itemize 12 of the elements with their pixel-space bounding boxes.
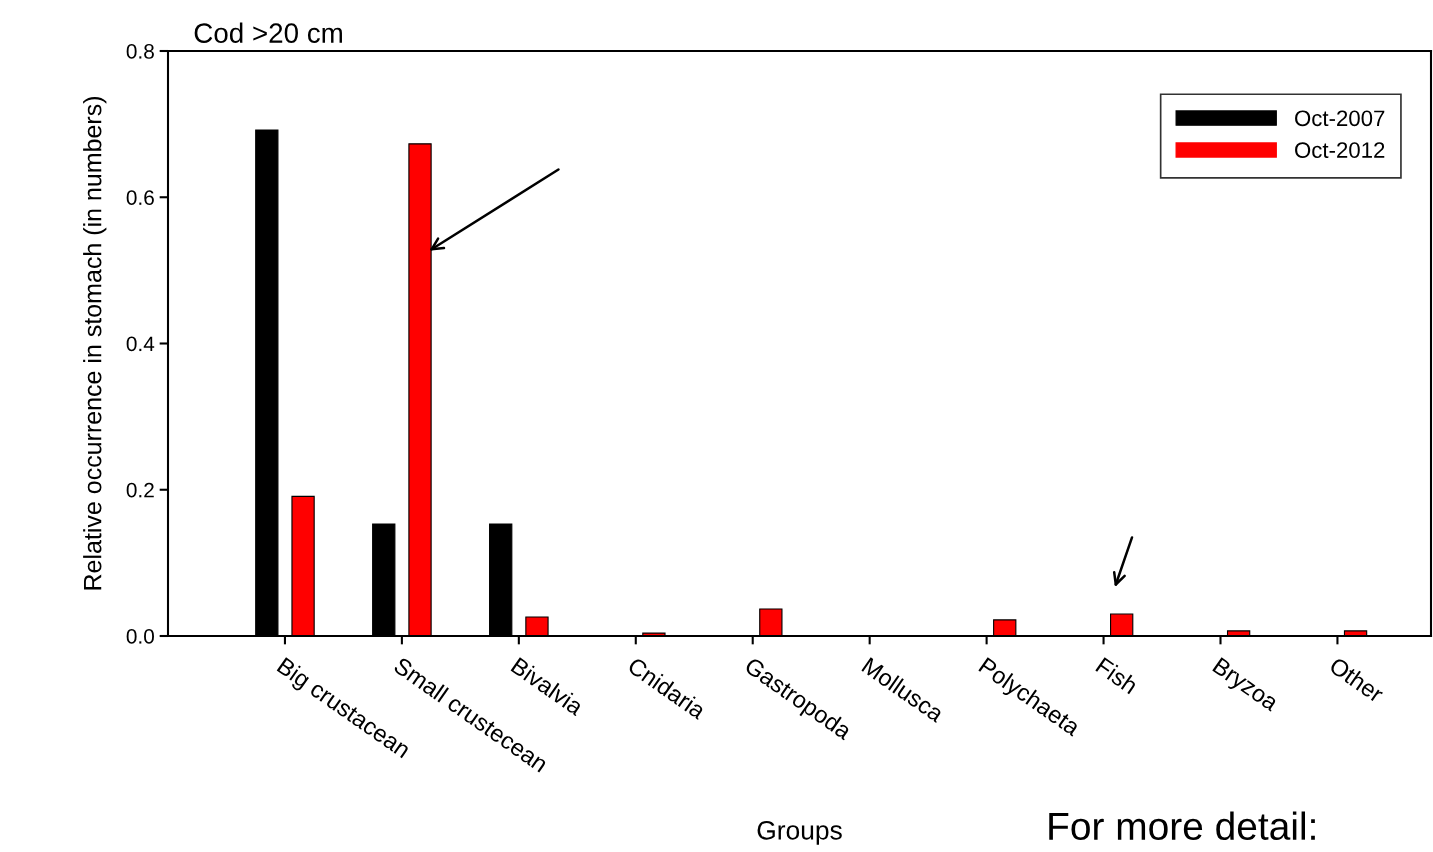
legend-label: Oct-2007 [1295,110,1385,127]
legend-label: Oct-2012 [1295,142,1385,158]
y-tick-label: 0.6 [126,190,154,205]
x-tick-label: Fish [1095,656,1139,695]
y-axis-title: Relative occurrence in stomach (in numbers) [83,97,107,590]
chart-title: Cod >20 cm [194,22,342,43]
y-tick-label: 0.4 [126,336,155,352]
x-axis-title: Groups [757,820,842,845]
y-tick-label: 0.2 [126,482,154,498]
y-tick-label: 0.0 [126,629,154,644]
text: For more detail: [1049,811,1315,841]
y-tick-label: 0.8 [126,44,154,59]
